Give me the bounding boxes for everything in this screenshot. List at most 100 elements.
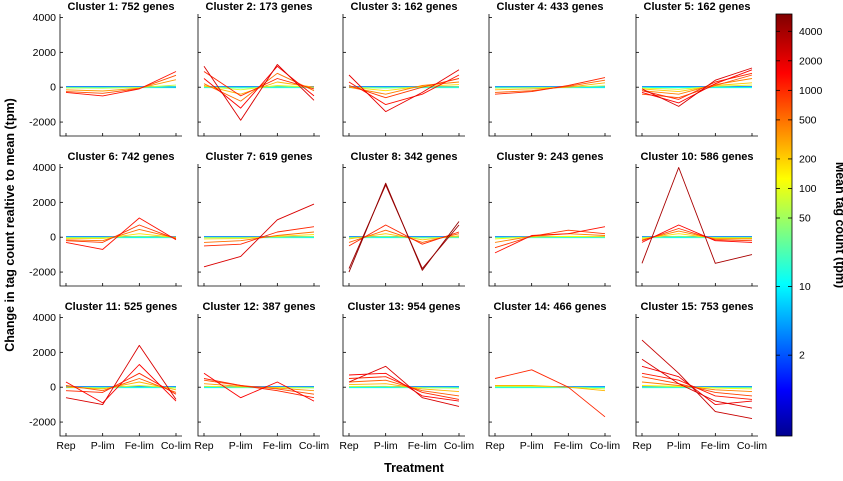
y-tick-label: -2000 xyxy=(29,117,56,129)
gene-series-line-4 xyxy=(641,74,753,99)
x-tick-label: Rep xyxy=(339,440,358,452)
gene-series-line-4 xyxy=(65,378,177,393)
gene-series-line-2 xyxy=(495,385,606,392)
panel-cluster-7: Cluster 7: 619 genes xyxy=(197,151,320,287)
panel-title: Cluster 13: 954 genes xyxy=(347,301,460,313)
x-tick-label: Rep xyxy=(485,440,504,452)
y-tick-label: 2000 xyxy=(33,47,57,59)
gene-series-line-1 xyxy=(65,217,177,250)
gene-series-line-1 xyxy=(641,167,753,264)
gene-series-line-3 xyxy=(65,228,177,242)
panel-axes xyxy=(59,164,182,287)
gene-series-line-1 xyxy=(203,203,315,268)
panel-title: Cluster 9: 243 genes xyxy=(497,151,604,163)
x-tick-label: P-lim xyxy=(520,440,544,452)
colorbar-gradient xyxy=(775,13,793,437)
x-tick-label: P-lim xyxy=(667,440,691,452)
panel-title: Cluster 15: 753 genes xyxy=(640,301,753,313)
y-tick-label: 4000 xyxy=(33,12,57,24)
y-tick-label: 2000 xyxy=(33,347,57,359)
gene-series-line-5 xyxy=(348,84,460,92)
gene-series-line-1 xyxy=(494,369,606,418)
x-tick-label: Fe-lim xyxy=(263,440,292,452)
gene-series-line-4 xyxy=(203,234,315,240)
gene-series-line-1 xyxy=(641,339,753,420)
panel-title: Cluster 1: 752 genes xyxy=(68,1,175,13)
colorbar-tick-label: 1000 xyxy=(799,85,823,97)
panel-axes xyxy=(59,314,182,437)
y-tick-label: -2000 xyxy=(29,267,56,279)
panel-axes xyxy=(488,164,611,287)
gene-series-line-2 xyxy=(65,364,177,404)
y-tick-label: 2000 xyxy=(33,197,57,209)
gene-series-line-5 xyxy=(66,235,177,238)
gene-series-line-4 xyxy=(65,84,177,89)
gene-series-line-1 xyxy=(203,64,315,121)
gene-series-line-4 xyxy=(348,81,460,95)
gene-series-line-3 xyxy=(348,78,460,99)
gene-series-line-1 xyxy=(494,77,606,95)
gene-series-line-5 xyxy=(203,81,315,95)
x-tick-label: Co-lim xyxy=(737,440,768,452)
panel-title: Cluster 4: 433 genes xyxy=(497,1,604,13)
gene-series-line-6 xyxy=(348,86,460,89)
y-tick-label: 0 xyxy=(50,382,56,394)
panel-title: Cluster 10: 586 genes xyxy=(640,151,753,163)
panel-title: Cluster 12: 387 genes xyxy=(202,301,315,313)
panel-cluster-1: Cluster 1: 752 genes 4000 2000 0 -2000 xyxy=(29,1,182,137)
gene-series-line-2 xyxy=(641,224,753,243)
gene-series-line-1 xyxy=(348,365,460,407)
panel-grid: Cluster 1: 752 genes400020000-2000Cluste… xyxy=(29,1,767,452)
panel-axes xyxy=(342,14,465,137)
colorbar-tick-label: 200 xyxy=(799,153,817,165)
gene-series-line-1 xyxy=(494,226,606,254)
x-axis-label: Treatment xyxy=(384,461,445,475)
colorbar-tick-label: 2000 xyxy=(799,55,823,67)
panel-cluster-9: Cluster 9: 243 genes xyxy=(488,151,611,287)
panel-cluster-8: Cluster 8: 342 genes xyxy=(342,151,465,287)
gene-series-line-5 xyxy=(641,78,753,95)
gene-series-line-5 xyxy=(348,383,460,393)
gene-series-line-6 xyxy=(641,82,753,93)
panel-axes xyxy=(488,14,611,137)
gene-series-line-4 xyxy=(641,230,752,241)
gene-series-line-5 xyxy=(641,233,752,240)
panel-title: Cluster 6: 742 genes xyxy=(68,151,175,163)
y-tick-label: 0 xyxy=(50,82,56,94)
gene-series-line-4 xyxy=(641,372,753,400)
x-tick-label: Rep xyxy=(56,440,75,452)
y-tick-label: 4000 xyxy=(33,162,57,174)
colorbar-tick-label: 50 xyxy=(799,213,811,225)
panel-cluster-13: Cluster 13: 954 genes Rep P-lim Fe-lim Co-li… xyxy=(339,301,474,452)
panel-cluster-5: Cluster 5: 162 genes xyxy=(635,1,758,137)
panel-cluster-2: Cluster 2: 173 genes xyxy=(197,1,320,137)
x-tick-label: P-lim xyxy=(91,440,115,452)
gene-series-line-1 xyxy=(65,344,177,406)
x-tick-label: Fe-lim xyxy=(408,440,437,452)
panel-axes xyxy=(488,314,611,437)
colorbar-tick-label: 500 xyxy=(799,114,817,126)
colorbar-tick-label: 4000 xyxy=(799,26,823,38)
panel-title: Cluster 8: 342 genes xyxy=(351,151,458,163)
gene-series-line-5 xyxy=(494,236,606,238)
panel-axes xyxy=(635,14,758,137)
gene-series-line-1 xyxy=(348,182,460,273)
x-tick-label: Rep xyxy=(632,440,651,452)
x-tick-label: P-lim xyxy=(374,440,398,452)
gene-series-line-3 xyxy=(65,372,177,395)
gene-series-line-3 xyxy=(641,72,753,100)
y-tick-label: -2000 xyxy=(29,417,56,429)
gene-series-line-6 xyxy=(641,235,753,238)
x-tick-label: Co-lim xyxy=(299,440,330,452)
gene-series-line-4 xyxy=(66,233,177,240)
x-tick-label: Fe-lim xyxy=(125,440,154,452)
y-axis-label: Change in tag count realtive to mean (tp… xyxy=(3,98,17,352)
panel-axes xyxy=(342,314,465,437)
colorbar-tick-label: 2 xyxy=(799,350,805,362)
gene-series-line-3 xyxy=(348,224,460,247)
panel-cluster-14: Cluster 14: 466 genes Rep P-lim Fe-lim Co-li… xyxy=(485,301,620,452)
panel-axes xyxy=(197,314,320,437)
y-tick-label: 4000 xyxy=(33,312,57,324)
x-tick-label: Co-lim xyxy=(161,440,192,452)
